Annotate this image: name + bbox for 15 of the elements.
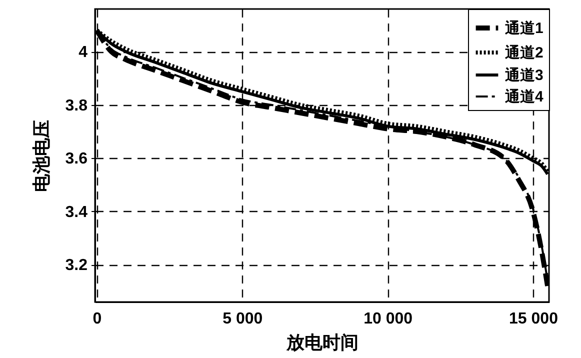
x-tick-label: 5 000 [222,310,263,328]
y-tick-label: 4 [78,44,88,62]
y-tick-label: 3.6 [65,150,88,168]
x-axis-title: 放电时间 [286,332,358,352]
y-tick-label: 3.2 [65,257,88,274]
legend-label: 通道4 [504,88,544,106]
x-tick-label: 15 000 [509,310,558,328]
y-tick-label: 3.8 [65,97,88,114]
legend-label: 通道2 [504,44,544,62]
x-tick-label: 0 [92,310,102,328]
legend-label: 通道3 [504,67,544,84]
x-tick-label: 10 000 [364,310,413,328]
legend-label: 通道1 [504,20,544,37]
y-axis-title: 电池电压 [31,120,52,192]
y-tick-label: 3.4 [65,204,88,221]
